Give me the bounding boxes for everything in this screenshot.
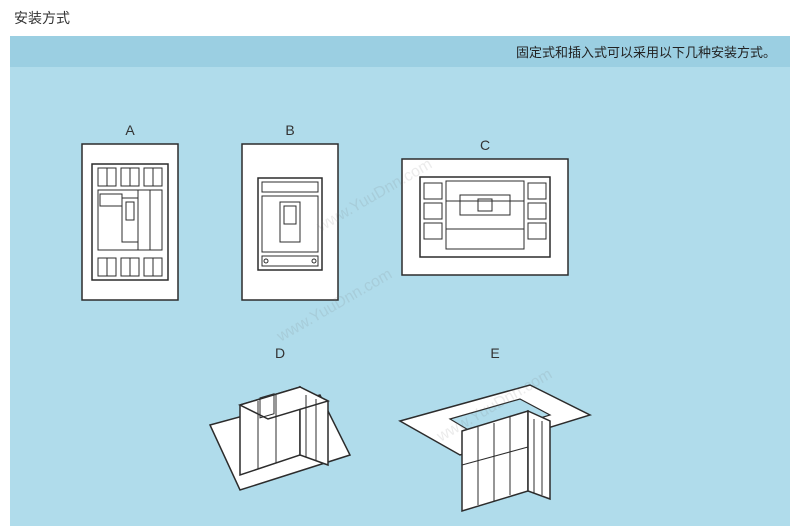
page-title: 安装方式: [0, 0, 800, 36]
diagram-area: A: [10, 67, 790, 527]
label-b: B: [240, 122, 340, 138]
diagram-e-icon: [390, 365, 600, 525]
diagram-c-icon: [400, 157, 570, 277]
mount-option-d: D: [200, 345, 360, 515]
mount-option-e: E: [390, 345, 600, 525]
label-a: A: [80, 122, 180, 138]
diagram-d-icon: [200, 365, 360, 515]
diagram-a-icon: [80, 142, 180, 302]
label-d: D: [200, 345, 360, 361]
note-bar: 固定式和插入式可以采用以下几种安装方式。: [10, 36, 790, 67]
mount-option-c: C: [400, 137, 570, 277]
diagram-b-icon: [240, 142, 340, 302]
mount-option-b: B: [240, 122, 340, 302]
label-e: E: [390, 345, 600, 361]
main-panel: 固定式和插入式可以采用以下几种安装方式。 A: [10, 36, 790, 526]
mount-option-a: A: [80, 122, 180, 302]
label-c: C: [400, 137, 570, 153]
